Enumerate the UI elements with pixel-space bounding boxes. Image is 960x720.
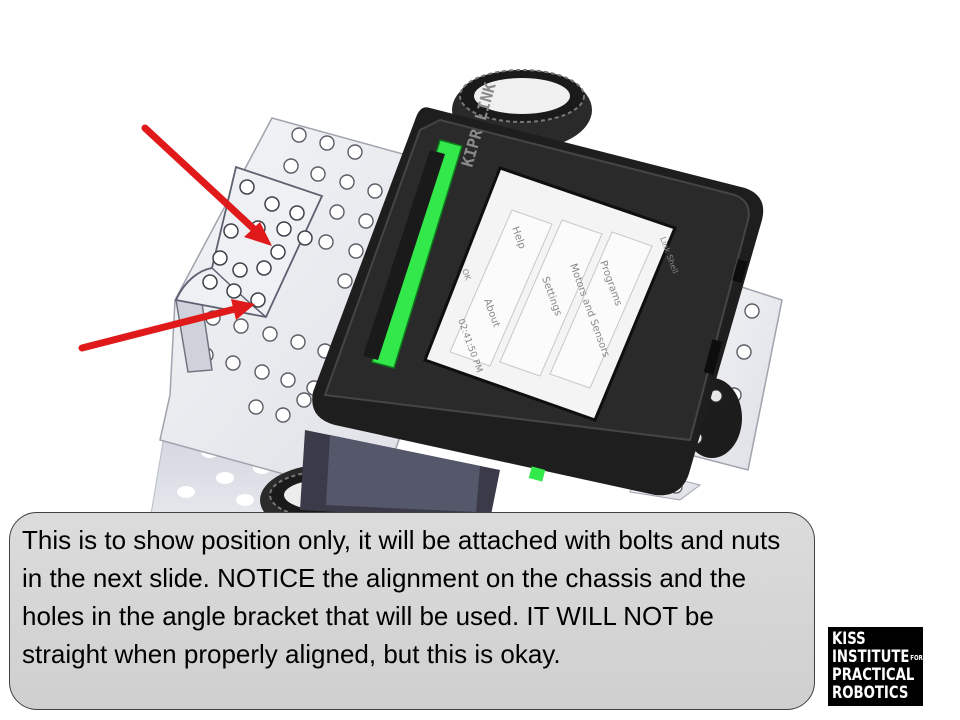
controller-screen: Programs Motors and Sensors Settings Hel… — [449, 209, 680, 389]
logo-for: FOR — [910, 654, 923, 662]
logo-line-robotics: ROBOTICS — [832, 683, 909, 703]
screen-ok-label: OK — [460, 268, 473, 283]
kipr-link-controller: KIPR LINK Programs Motors and Sensors Se… — [312, 80, 764, 496]
logo-line-kiss: KISS — [832, 629, 866, 649]
kipr-logo: KISS INSTITUTEFOR PRACTICAL ROBOTICS — [828, 627, 923, 706]
red-arrow-upper — [141, 124, 272, 246]
logo-line-practical: PRACTICAL — [832, 665, 915, 685]
caption-text: This is to show position only, it will b… — [22, 525, 781, 669]
caption-callout: This is to show position only, it will b… — [9, 512, 815, 710]
logo-line-institute: INSTITUTE — [832, 647, 910, 667]
motor-block — [300, 430, 500, 520]
red-arrow-lower — [78, 299, 255, 352]
angle-bracket — [174, 165, 324, 373]
